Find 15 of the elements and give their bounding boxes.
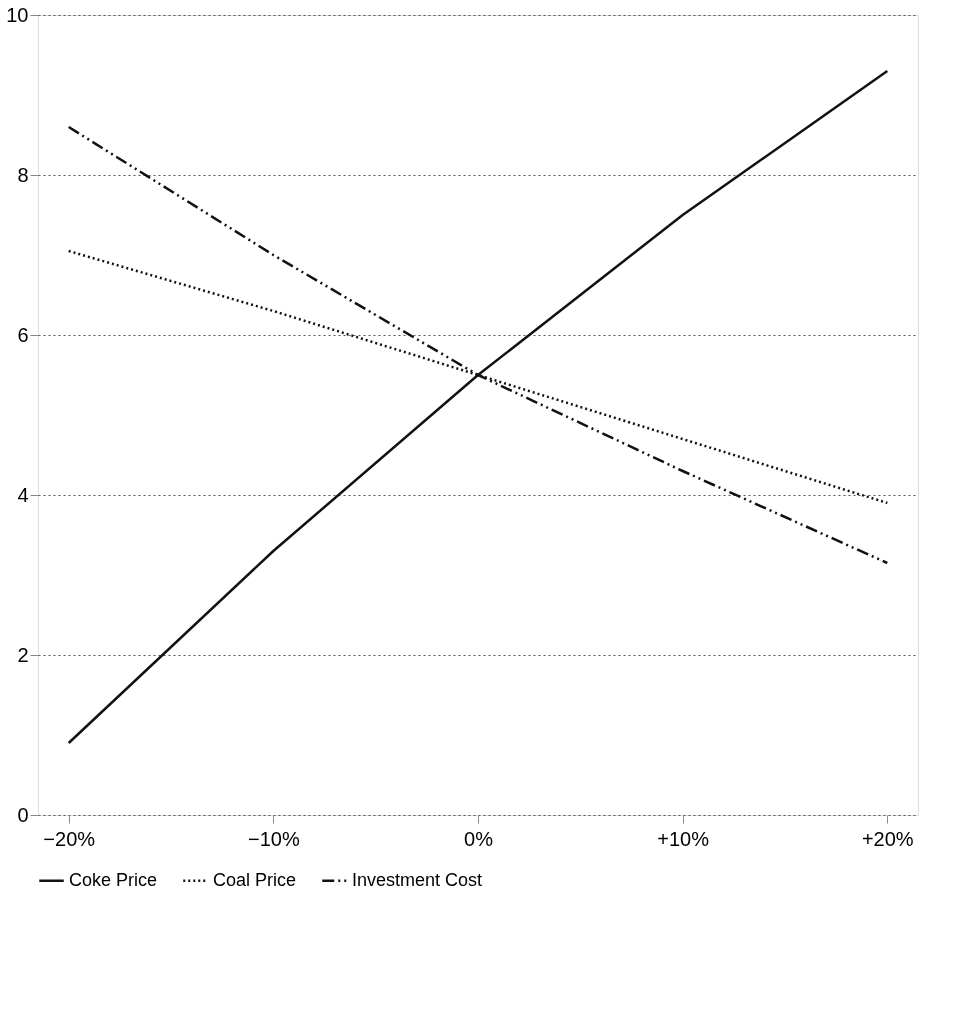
y-tick-label: 4	[17, 483, 29, 506]
x-tick-label: −10%	[247, 827, 300, 850]
x-tick-label: +10%	[657, 827, 710, 850]
legend-label: Coke Price	[69, 869, 158, 890]
y-tick-label: 8	[17, 163, 29, 186]
x-tick-label: 0%	[464, 827, 494, 850]
y-tick-label: 0	[17, 803, 29, 826]
x-tick-label: −20%	[43, 827, 96, 850]
y-tick-label: 6	[17, 323, 29, 346]
y-tick-label: 2	[17, 643, 29, 666]
y-tick-label: 10	[6, 3, 29, 26]
legend-label: Investment Cost	[352, 869, 483, 890]
line-series	[67, 69, 889, 745]
legend-label: Coal Price	[213, 869, 297, 890]
x-tick-label: +20%	[861, 827, 914, 850]
